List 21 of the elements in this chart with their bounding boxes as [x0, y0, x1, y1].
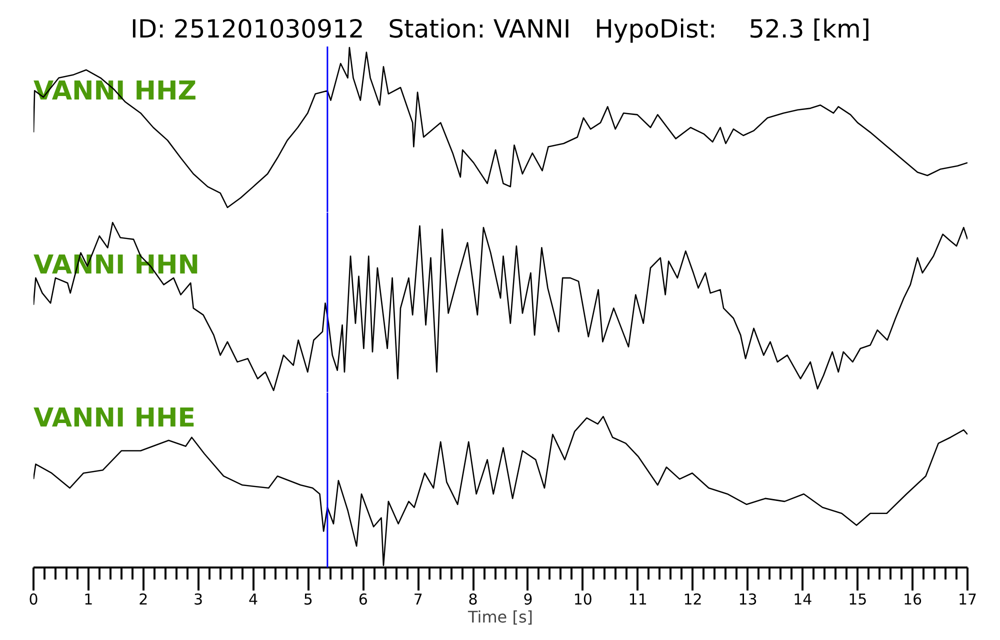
x-tick-label: 14	[793, 590, 812, 608]
x-tick-label: 8	[468, 590, 478, 608]
x-tick-label: 3	[194, 590, 204, 608]
x-tick-label: 1	[84, 590, 94, 608]
x-tick-label: 17	[958, 590, 978, 608]
x-tick-label: 5	[303, 590, 313, 608]
x-axis-title: Time [s]	[466, 608, 534, 626]
x-tick-label: 12	[683, 590, 702, 608]
x-tick-label: 4	[248, 590, 258, 608]
x-tick-label: 6	[358, 590, 368, 608]
x-tick-label: 13	[738, 590, 758, 608]
x-tick-label: 0	[28, 590, 38, 608]
x-tick-label: 7	[413, 590, 423, 608]
x-tick-label: 16	[903, 590, 922, 608]
x-tick-label: 2	[138, 590, 148, 608]
chart-title: ID: 251201030912 Station: VANNI HypoDist: 52.3 [km]	[130, 14, 871, 44]
x-tick-label: 11	[628, 590, 648, 608]
x-tick-label: 15	[848, 590, 868, 608]
series-label: VANNI HHE	[34, 404, 196, 434]
x-tick-label: 10	[573, 590, 592, 608]
x-tick-label: 9	[523, 590, 533, 608]
